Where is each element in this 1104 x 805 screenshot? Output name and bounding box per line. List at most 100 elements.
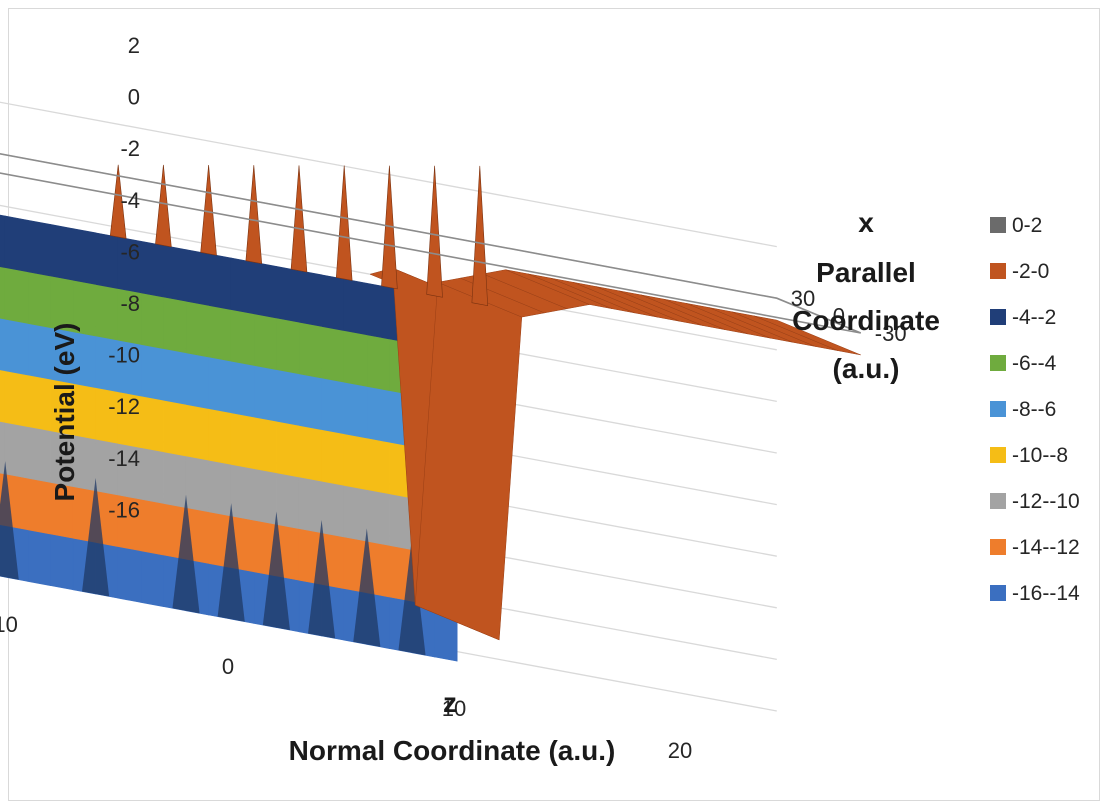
z-tick-label: -10 [0, 612, 18, 637]
legend-label: 0-2 [1012, 214, 1042, 237]
surface-band [4, 422, 29, 479]
legend-swatch [990, 355, 1006, 371]
surface-band [366, 334, 390, 391]
surface-band [230, 360, 255, 418]
potential-spike [335, 165, 353, 281]
surface-band [321, 274, 345, 331]
surface-band [185, 300, 209, 358]
surface-band [230, 464, 255, 521]
surface-band [72, 228, 96, 285]
z-tick-label: 0 [222, 654, 234, 679]
surface-band [0, 214, 6, 268]
surface-band [27, 323, 51, 380]
potential-trough [82, 477, 110, 597]
potential-trough [308, 519, 336, 639]
y-tick-label: -2 [120, 136, 140, 161]
surface-band [298, 270, 322, 327]
legend-swatch [990, 263, 1006, 279]
potential-spike [290, 165, 308, 273]
surface-band [185, 249, 209, 306]
surface-band [0, 317, 6, 372]
surface-band [140, 550, 164, 607]
surface-band [50, 533, 74, 591]
y-tick-label: 0 [128, 85, 140, 110]
legend: 0-2 -2-0 -4--2 -6--4 -8--6 -10--8 -12--10 -14--… [990, 214, 1080, 605]
surface-band [27, 271, 51, 328]
x-axis-title-line1: Parallel [816, 257, 916, 288]
surface-band [27, 219, 51, 277]
legend-label: -10--8 [1012, 444, 1068, 467]
surface-band [366, 386, 390, 443]
surface-band [276, 317, 300, 375]
surface-band [140, 344, 164, 401]
plateau-surface [754, 315, 861, 356]
x-tick-label: 30 [791, 286, 815, 311]
legend-label: -4--2 [1012, 306, 1056, 329]
legend-swatch [990, 447, 1006, 463]
surface-band [163, 245, 187, 302]
x-axis-ticks: 30 0 -30 [791, 286, 907, 346]
potential-spikes [109, 164, 489, 307]
surface-band [253, 313, 277, 370]
surface-band [4, 267, 29, 324]
surface-band [366, 489, 390, 546]
surface-band [185, 455, 209, 513]
surface-band [208, 408, 232, 465]
surface-band [321, 326, 345, 383]
y-tick-label: -8 [120, 291, 140, 316]
legend-swatch [990, 217, 1006, 233]
surface-band [276, 369, 300, 426]
surface-band [27, 374, 51, 432]
surface-band [117, 546, 142, 603]
surface-band [140, 447, 164, 504]
potential-spike [471, 165, 489, 307]
potential-trough [353, 528, 381, 647]
potential-trough [398, 536, 426, 656]
surface-band [366, 282, 390, 340]
x-tick-label: 0 [833, 304, 845, 329]
x-axis-title-line2: Coordinate [792, 305, 940, 336]
surface-band [140, 498, 164, 556]
legend-swatch [990, 309, 1006, 325]
potential-spike [155, 164, 172, 248]
legend-label: -8--6 [1012, 398, 1056, 421]
y-tick-label: -16 [108, 497, 140, 522]
surface-band [253, 416, 277, 474]
y-tick-label: -14 [108, 446, 140, 471]
legend-swatch [990, 401, 1006, 417]
surface-band [140, 395, 164, 453]
surface-band [27, 529, 51, 586]
legend-label: -16--14 [1012, 582, 1080, 605]
surface-band [163, 451, 187, 508]
surface-band [298, 373, 322, 430]
x-tick-label: -30 [875, 321, 907, 346]
surface-band [4, 370, 29, 427]
gridline [0, 204, 777, 351]
surface-band [343, 485, 368, 542]
surface-band [343, 330, 368, 387]
y-tick-label: -6 [120, 239, 140, 264]
surface-band [253, 365, 277, 422]
potential-surface [0, 214, 861, 662]
legend-label: -14--12 [1012, 536, 1080, 559]
gridline [0, 101, 777, 248]
surface-band [253, 261, 277, 319]
potential-trough [172, 494, 200, 614]
surface-band [276, 266, 300, 323]
surface-band [298, 425, 322, 482]
z-tick-label: 20 [668, 738, 692, 763]
surface-band [27, 426, 51, 483]
surface-band [163, 348, 187, 405]
surface-band [343, 278, 368, 336]
legend-swatch [990, 539, 1006, 555]
x-axis-symbol: x [858, 207, 874, 238]
surface-band [50, 224, 74, 281]
surface-band [185, 352, 209, 409]
surface-band [163, 296, 187, 354]
y-axis-title: Potential (eV) [49, 323, 80, 502]
surface-band [4, 215, 29, 273]
legend-swatch [990, 493, 1006, 509]
surface-band [343, 381, 368, 439]
surface-band [343, 433, 368, 490]
